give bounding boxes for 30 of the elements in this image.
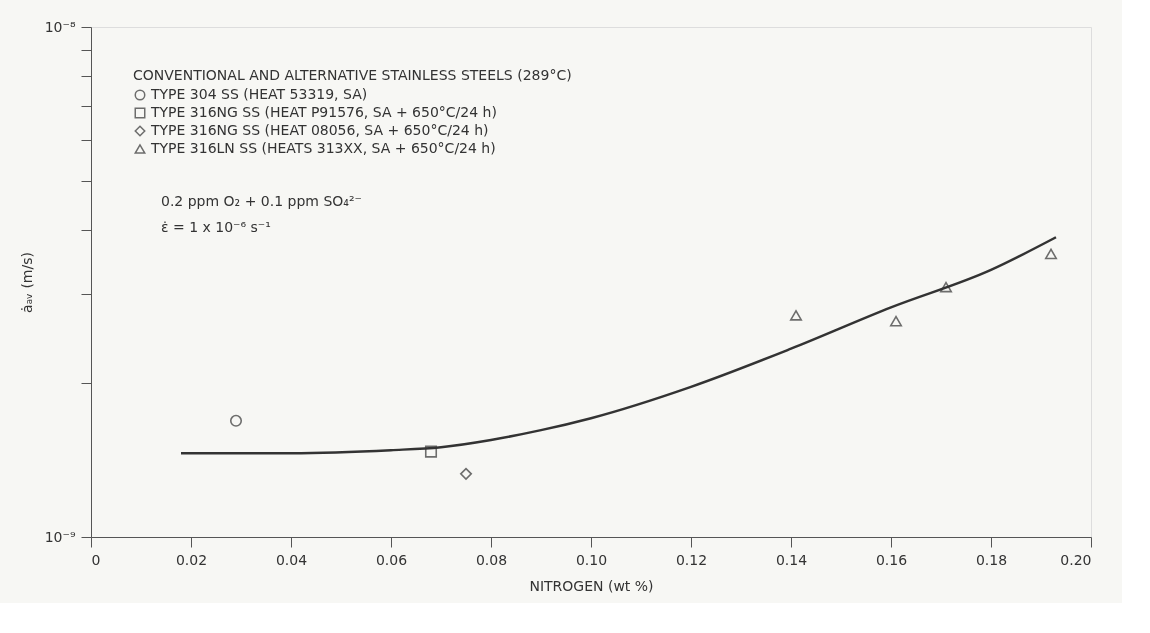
point [229, 414, 243, 427]
point [889, 315, 903, 327]
legend-label: TYPE 316LN SS (HEATS 313XX, SA + 650°C/24 h) [150, 140, 496, 156]
point [789, 310, 803, 321]
point [459, 467, 473, 480]
legend-label: TYPE 304 SS (HEAT 53319, SA) [150, 86, 368, 102]
x-tick-label: 0.12 [675, 551, 708, 568]
x-tick-label: 0.18 [975, 551, 1008, 568]
legend-label: TYPE 316NG SS (HEAT 08056, SA + 650°C/24 h) [150, 122, 489, 138]
x-tick-label: 0.14 [775, 551, 808, 568]
line-series [179, 236, 1058, 455]
x-tick-label: 0.06 [375, 551, 408, 568]
y-tick-label: 10⁻⁸ [44, 18, 76, 35]
y-tick-label: 10⁻⁹ [44, 528, 76, 545]
x-tick-label: 0 [91, 551, 101, 568]
x-axis-title: NITROGEN (wt %) [529, 577, 654, 594]
legend-label: TYPE 316NG SS (HEAT P91576, SA + 650°C/24 h) [150, 104, 497, 120]
legend-title: CONVENTIONAL AND ALTERNATIVE STAINLESS STEELS (289°C) [133, 67, 572, 83]
point [939, 281, 953, 293]
point [424, 445, 438, 458]
x-tick-label: 0.10 [575, 551, 608, 568]
y-axis-title: ȧₐᵥ (m/s) [18, 252, 35, 313]
point [1044, 248, 1058, 260]
x-tick-label: 0.08 [475, 551, 508, 568]
annotation: ε̇ = 1 x 10⁻⁶ s⁻¹ [161, 219, 271, 235]
x-tick-label: 0.02 [175, 551, 208, 568]
annotation: 0.2 ppm O₂ + 0.1 ppm SO₄²⁻ [161, 193, 362, 209]
x-tick-label: 0.16 [875, 551, 908, 568]
x-tick-label: 0.20 [1060, 551, 1092, 568]
x-tick-label: 0.04 [275, 551, 308, 568]
